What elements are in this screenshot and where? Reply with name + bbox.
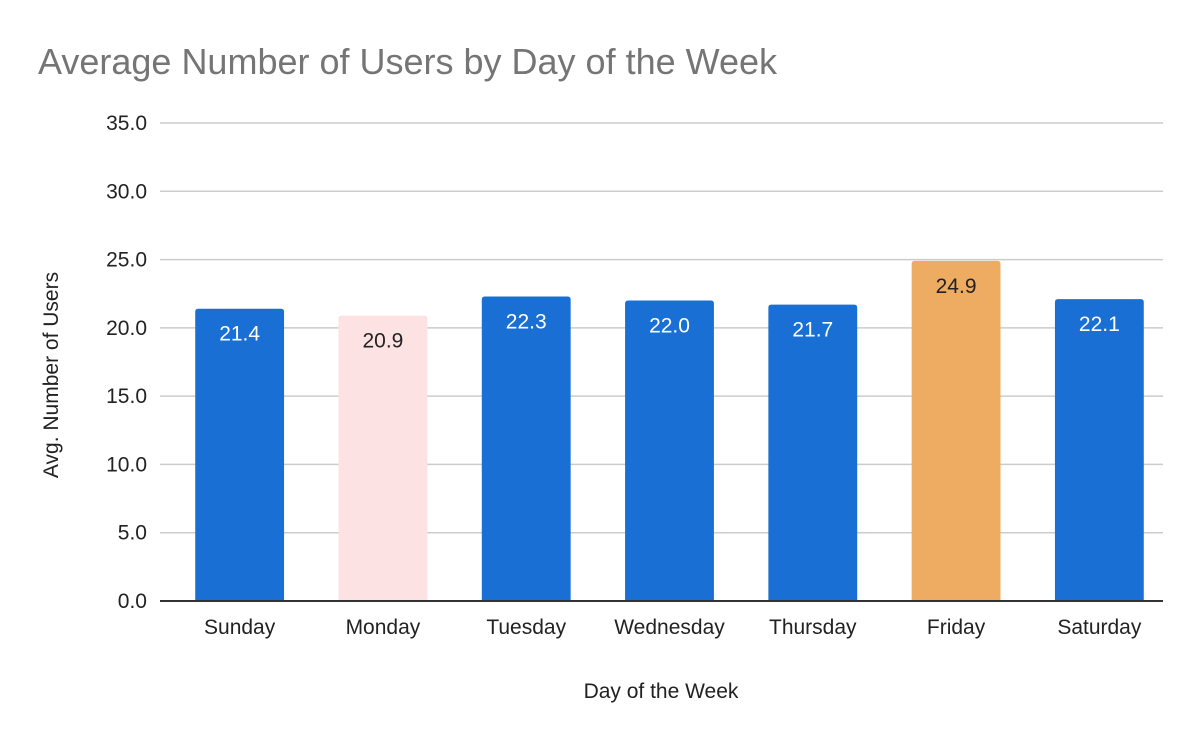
x-tick-label-saturday: Saturday [1057,616,1142,639]
data-label-friday: 24.9 [936,275,977,298]
x-axis-title: Day of the Week [584,680,739,703]
y-tick-label: 15.0 [106,385,147,408]
data-label-tuesday: 22.3 [506,310,547,333]
y-tick-label: 20.0 [106,317,147,340]
data-label-thursday: 21.7 [792,319,833,342]
data-label-monday: 20.9 [362,330,403,353]
bar-thursday [768,304,858,601]
bar-monday [338,315,428,601]
x-tick-label-tuesday: Tuesday [486,616,566,639]
x-axis-ticks: Sunday Monday Tuesday Wednesday Thursday Frid… [204,616,1142,639]
x-tick-label-sunday: Sunday [204,616,276,639]
y-tick-label: 10.0 [106,453,147,476]
data-label-wednesday: 22.0 [649,315,690,338]
y-tick-label: 0.0 [118,590,147,613]
data-label-saturday: 22.1 [1079,313,1120,336]
x-tick-label-friday: Friday [927,616,986,639]
chart-title: Average Number of Users by Day of the We… [38,41,778,82]
x-tick-label-wednesday: Wednesday [614,616,725,639]
y-tick-label: 30.0 [106,180,147,203]
y-axis-title: Avg. Number of Users [40,272,63,478]
data-labels: 21.4 20.9 22.3 22.0 21.7 24.9 22.1 [219,275,1120,353]
x-tick-label-thursday: Thursday [769,616,857,639]
y-tick-label: 25.0 [106,249,147,272]
x-tick-label-monday: Monday [346,616,421,639]
y-axis-ticks: 0.0 5.0 10.0 15.0 20.0 25.0 30.0 35.0 [106,112,147,613]
bar-wednesday [625,300,714,601]
bar-sunday [195,308,285,601]
bar-friday [911,260,1001,601]
bar-tuesday [481,296,571,601]
data-label-sunday: 21.4 [219,323,260,346]
bars [195,260,1144,601]
y-tick-label: 5.0 [118,522,147,545]
y-tick-label: 35.0 [106,112,147,135]
bar-saturday [1054,299,1144,601]
